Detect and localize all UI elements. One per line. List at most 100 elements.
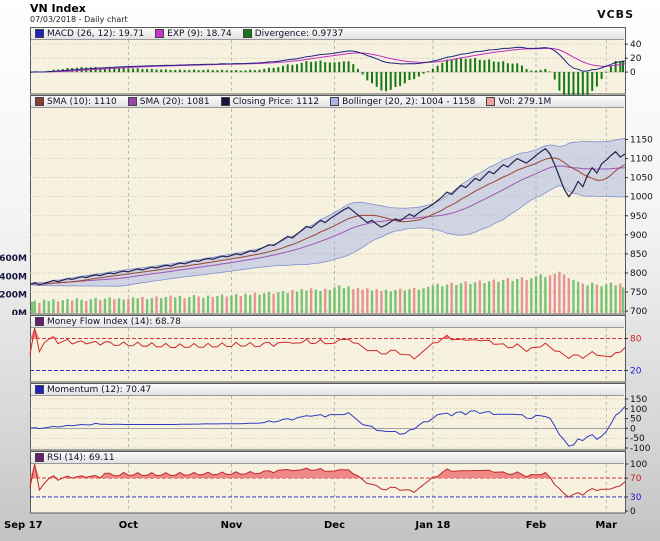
legend-item: SMA (20): 1081 (127, 96, 210, 107)
legend-chip (35, 317, 44, 326)
volume-axis-label: 400M (0, 272, 27, 282)
legend-item: MACD (26, 12): 19.71 (35, 28, 145, 39)
axis-tick-label: 950 (630, 212, 647, 222)
legend-item: Closing Price: 1112 (220, 96, 320, 107)
axis-tick-label: 20 (630, 366, 642, 376)
x-axis-label: Sep 17 (4, 520, 43, 531)
brand-logo: VCBS (597, 8, 634, 21)
macd-legend: MACD (26, 12): 19.71 EXP (9): 18.74 Diverg… (31, 28, 624, 40)
axis-tick-label: 800 (630, 269, 647, 279)
legend-chip (155, 29, 165, 38)
legend-item: Divergence: 0.9737 (242, 28, 344, 39)
axis-tick-label: 0 (630, 424, 636, 434)
legend-label: Momentum (12): 70.47 (47, 384, 152, 395)
sma10-line (29, 157, 626, 285)
axis-tick-label: 1100 (630, 155, 653, 165)
x-axis-label: Dec (324, 520, 346, 531)
legend-label: Closing Price: 1112 (232, 96, 320, 107)
axis-tick-label: 70 (630, 474, 642, 484)
momentum-panel: 150 100 50 0 -50 -100 Momentum (12): 70.47 (0, 383, 660, 451)
legend-chip (220, 97, 230, 106)
axis-tick-label: 750 (630, 288, 647, 298)
bollinger-lower-line (29, 185, 626, 287)
mfi-panel: 80 20 Money Flow Index (14): 68.78 (0, 315, 660, 383)
page-title: VN Index (30, 2, 86, 15)
legend-chip (127, 97, 137, 106)
volume-axis-label: 600M (0, 254, 27, 264)
volume-axis-label: 200M (0, 291, 27, 301)
legend-label: SMA (20): 1081 (139, 96, 210, 107)
macd-line (29, 46, 626, 73)
legend-label: Bollinger (20, 2): 1004 - 1158 (342, 96, 476, 107)
axis-tick-label: 30 (630, 493, 642, 503)
axis-tick-label: 900 (630, 231, 647, 241)
legend-item: Bollinger (20, 2): 1004 - 1158 (330, 96, 476, 107)
legend-label: Divergence: 0.9737 (254, 28, 344, 39)
legend-item: Vol: 279.1M (486, 96, 552, 107)
legend-label: SMA (10): 1110 (47, 96, 117, 107)
legend-chip (35, 453, 44, 462)
exp-signal-line (29, 47, 626, 73)
legend-chip (35, 385, 44, 394)
volume-bars (31, 271, 625, 313)
x-axis-label: Mar (595, 520, 618, 531)
legend-item: Momentum (12): 70.47 (35, 384, 152, 395)
chart-header: VN Index 07/03/2018 - Daily chart VCBS (0, 0, 660, 27)
legend-item: Money Flow Index (14): 68.78 (35, 316, 181, 327)
rsi-panel: 100 70 30 0 RSI (14): 69.11 (0, 451, 660, 514)
axis-tick-label: -100 (630, 444, 651, 451)
x-axis-label: Nov (220, 520, 243, 531)
axis-tick-label: 100 (630, 405, 647, 415)
legend-item: EXP (9): 18.74 (155, 28, 232, 39)
sma20-line (29, 165, 626, 285)
rsi-legend: RSI (14): 69.11 (31, 452, 624, 464)
axis-tick-label: 1050 (630, 174, 653, 184)
axis-tick-label: 1150 (630, 136, 653, 146)
mfi-legend: Money Flow Index (14): 68.78 (31, 316, 624, 328)
x-axis-label: Oct (118, 520, 138, 531)
x-axis-label: Jan 18 (415, 520, 451, 531)
axis-tick-label: -50 (630, 434, 645, 444)
bollinger-band (30, 138, 625, 287)
legend-chip (35, 29, 44, 38)
axis-tick-label: 700 (630, 307, 647, 315)
price-plot: 600M 400M 200M 0M 1150 1100 1050 1000 950 900 850 8… (0, 95, 653, 315)
price-legend: SMA (10): 1110 SMA (20): 1081 Closing Pric… (31, 96, 624, 108)
rsi-line (29, 463, 626, 498)
legend-chip (486, 97, 496, 106)
legend-chip (242, 29, 252, 38)
momentum-line (29, 406, 626, 447)
legend-label: Vol: 279.1M (498, 96, 552, 107)
legend-label: MACD (26, 12): 19.71 (47, 28, 145, 39)
price-panel: 600M 400M 200M 0M 1150 1100 1050 1000 950 900 850 8… (0, 95, 660, 315)
axis-tick-label: 80 (630, 335, 642, 345)
axis-tick-label: 0 (630, 507, 636, 514)
axis-tick-label: 850 (630, 250, 647, 260)
rsi-overbought-fill (30, 464, 625, 479)
x-axis-label: Feb (525, 520, 547, 531)
x-axis: Sep 17 Oct Nov Dec Jan 18 Feb Mar (0, 514, 660, 541)
axis-tick-label: 20 (630, 54, 642, 64)
close-price-line (29, 147, 626, 286)
macd-panel: 40 20 0 MACD (26, 12): 19.71 EXP (9): 18.74… (0, 27, 660, 95)
momentum-legend: Momentum (12): 70.47 (31, 384, 624, 396)
axis-tick-label: 0 (630, 68, 636, 78)
axis-tick-label: 40 (630, 40, 642, 50)
legend-label: EXP (9): 18.74 (167, 28, 232, 39)
chart-date-subtitle: 07/03/2018 - Daily chart (30, 15, 128, 24)
legend-label: Money Flow Index (14): 68.78 (47, 316, 181, 327)
legend-item: RSI (14): 69.11 (35, 452, 115, 463)
axis-tick-label: 150 (630, 395, 647, 405)
legend-label: RSI (14): 69.11 (47, 452, 115, 463)
legend-chip (330, 97, 340, 106)
mfi-line (29, 327, 626, 360)
legend-item: SMA (10): 1110 (35, 96, 117, 107)
volume-axis-label: 0M (12, 309, 27, 315)
axis-tick-label: 100 (630, 460, 647, 470)
legend-chip (35, 97, 44, 106)
month-gridlines (127, 328, 607, 381)
axis-tick-label: 1000 (630, 193, 653, 203)
axis-tick-label: 50 (630, 415, 642, 425)
month-gridlines (127, 396, 607, 449)
